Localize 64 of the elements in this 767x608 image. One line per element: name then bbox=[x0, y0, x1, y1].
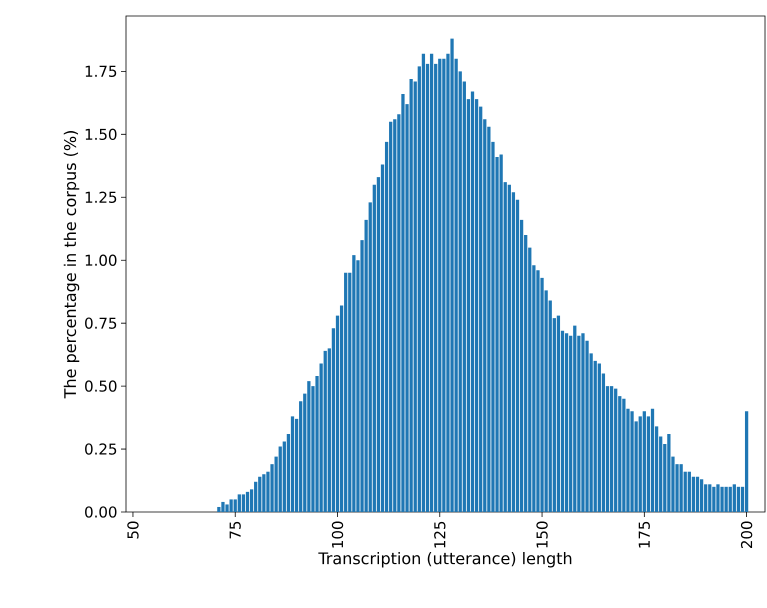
bar bbox=[258, 476, 262, 512]
bar bbox=[610, 386, 614, 512]
x-tick-label: 125 bbox=[434, 522, 446, 548]
bar bbox=[352, 255, 356, 512]
bar bbox=[744, 411, 748, 512]
bar bbox=[708, 484, 712, 512]
x-axis-title: Transcription (utterance) length bbox=[318, 552, 572, 568]
bar bbox=[598, 363, 601, 512]
bar bbox=[724, 486, 728, 512]
y-tick-label: 0.75 bbox=[85, 317, 116, 329]
x-tick-label: 200 bbox=[740, 522, 752, 548]
bar bbox=[736, 486, 740, 512]
bar bbox=[290, 416, 294, 512]
bar bbox=[581, 333, 585, 512]
bar bbox=[500, 154, 503, 512]
bar bbox=[667, 434, 671, 512]
bar bbox=[422, 54, 426, 512]
x-tick-label: 50 bbox=[127, 522, 139, 538]
bar bbox=[573, 326, 576, 512]
bar bbox=[430, 54, 434, 512]
bar bbox=[438, 58, 442, 512]
bar bbox=[230, 499, 233, 512]
bar bbox=[307, 381, 311, 512]
bar bbox=[450, 38, 454, 512]
x-tick-label: 75 bbox=[230, 522, 241, 538]
bar bbox=[732, 484, 736, 512]
bar bbox=[238, 494, 241, 512]
bar bbox=[712, 486, 716, 512]
y-tick-label: 0.25 bbox=[85, 443, 116, 455]
bar bbox=[700, 479, 704, 512]
y-tick-label: 1.75 bbox=[86, 66, 116, 77]
bar bbox=[389, 122, 392, 512]
bar bbox=[556, 316, 560, 512]
bar bbox=[221, 502, 225, 512]
bar bbox=[680, 464, 683, 512]
bar bbox=[401, 94, 405, 512]
bar bbox=[262, 474, 266, 512]
bar bbox=[246, 492, 250, 512]
bar bbox=[720, 486, 724, 512]
bar bbox=[614, 388, 618, 512]
bar bbox=[410, 78, 413, 512]
x-tick-label: 175 bbox=[638, 522, 650, 548]
y-tick-label: 1.25 bbox=[86, 192, 116, 203]
bar bbox=[688, 472, 691, 512]
bar bbox=[242, 494, 246, 512]
y-tick-label: 1.00 bbox=[86, 254, 116, 266]
bar bbox=[650, 408, 654, 512]
bar bbox=[728, 486, 732, 512]
bar bbox=[696, 476, 700, 512]
bar bbox=[564, 333, 568, 512]
bar bbox=[344, 272, 348, 512]
y-tick-label: 0.50 bbox=[85, 380, 116, 392]
bar bbox=[642, 411, 646, 512]
bar bbox=[470, 92, 474, 512]
x-tick-label: 100 bbox=[332, 522, 344, 548]
y-axis-title: The percentage in the corpus (%) bbox=[64, 131, 80, 398]
y-tick-label: 0.00 bbox=[85, 506, 116, 518]
bar bbox=[622, 398, 626, 512]
bar bbox=[508, 184, 511, 512]
bar bbox=[630, 411, 634, 512]
y-tick-label: 1.50 bbox=[86, 128, 116, 140]
bar bbox=[324, 350, 327, 512]
bar bbox=[716, 484, 720, 512]
x-tick-label: 150 bbox=[536, 522, 548, 548]
